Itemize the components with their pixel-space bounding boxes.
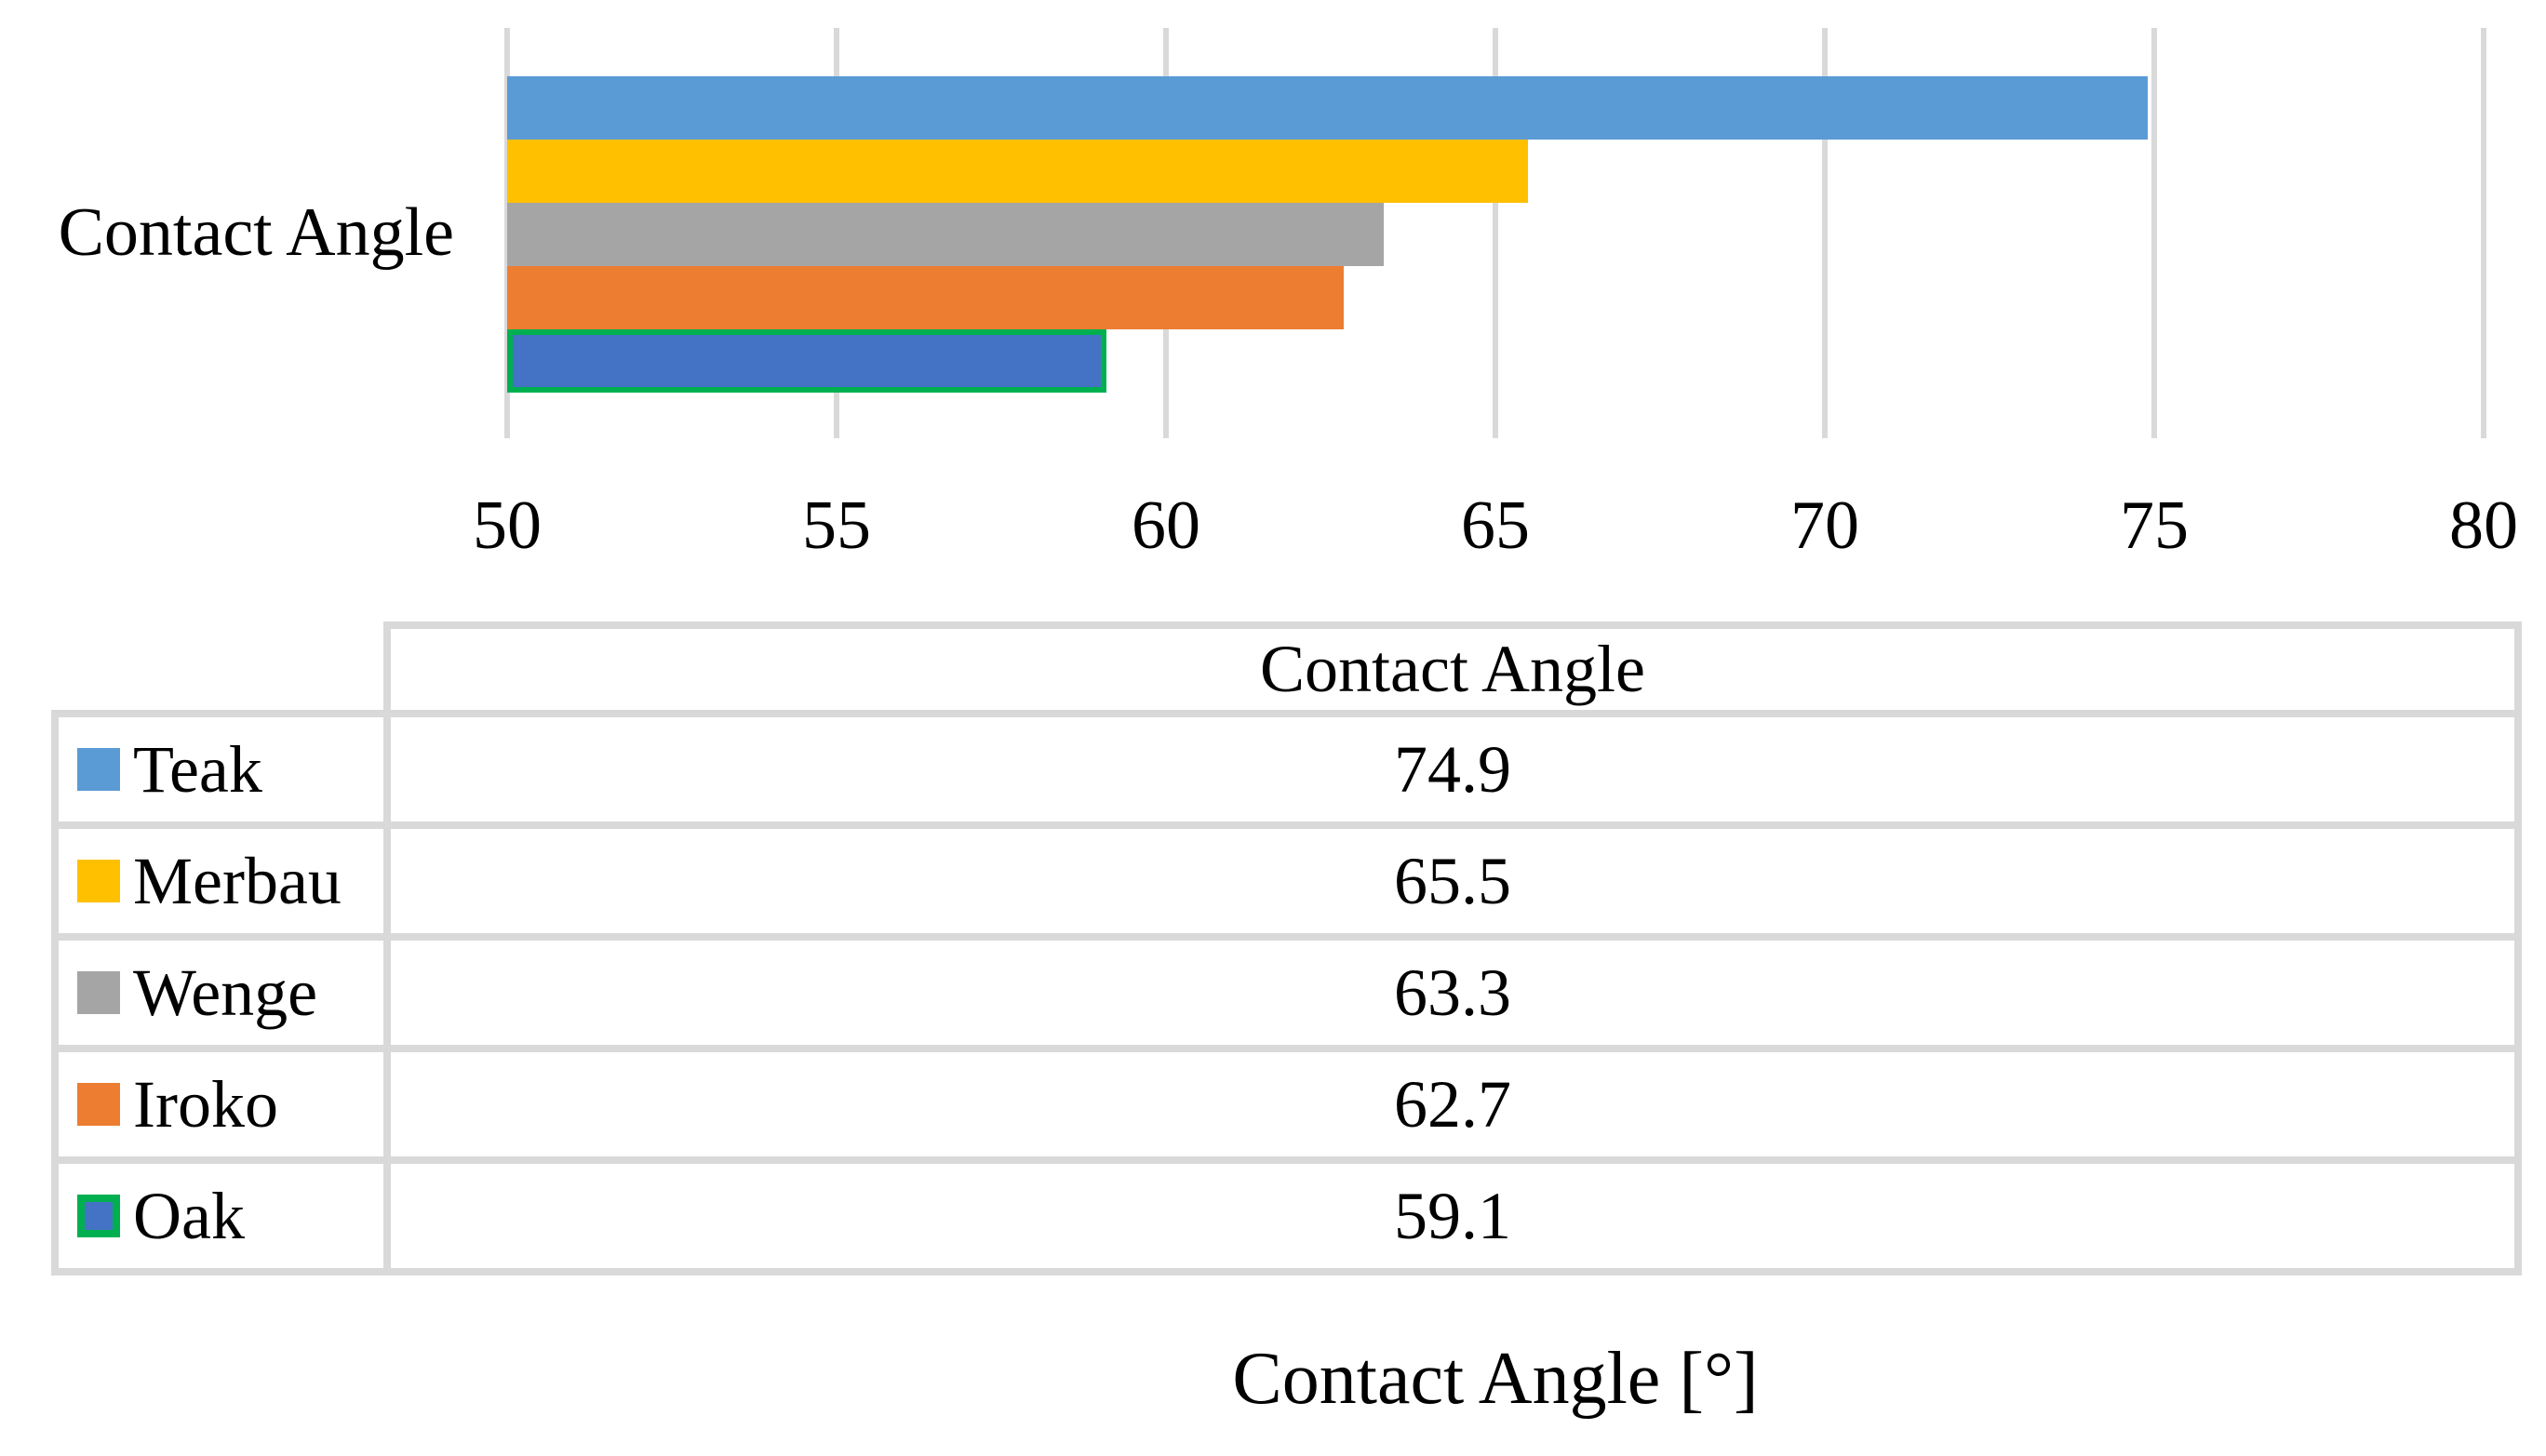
category-axis-label: Contact Angle <box>58 194 454 271</box>
table-border-row-divider <box>51 710 2522 717</box>
legend-row-merbau: Merbau <box>59 829 383 933</box>
table-header-contact-angle: Contact Angle <box>1260 632 1645 706</box>
x-tick-70: 70 <box>1790 488 1859 564</box>
value-cell-merbau: 65.5 <box>1394 843 1511 918</box>
bar-group <box>507 76 2484 393</box>
x-tick-60: 60 <box>1132 488 1200 564</box>
value-cell-wenge: 63.3 <box>1394 955 1511 1030</box>
bar-merbau <box>507 140 1529 203</box>
data-table: Contact Angle Teak 74.9 Merbau 65.5 Weng… <box>51 621 2522 1276</box>
table-border-right <box>2514 621 2522 1276</box>
legend-swatch-wenge <box>77 971 120 1014</box>
legend-row-wenge: Wenge <box>59 941 383 1045</box>
table-border-left <box>51 710 59 1276</box>
x-tick-75: 75 <box>2120 488 2189 564</box>
table-border-row-divider <box>51 1045 2522 1052</box>
gridline-80 <box>2481 28 2486 438</box>
legend-swatch-iroko <box>77 1083 120 1126</box>
bar-oak <box>507 329 1107 393</box>
x-tick-50: 50 <box>473 488 542 564</box>
gridline-65 <box>1493 28 1498 438</box>
legend-row-iroko: Iroko <box>59 1052 383 1156</box>
x-tick-80: 80 <box>2449 488 2518 564</box>
table-border-row-divider <box>51 822 2522 829</box>
legend-label-teak: Teak <box>133 731 262 807</box>
legend-label-iroko: Iroko <box>133 1066 278 1142</box>
gridline-70 <box>1822 28 1828 438</box>
value-cell-iroko: 62.7 <box>1394 1066 1511 1142</box>
x-axis-title: Contact Angle [°] <box>1232 1338 1759 1420</box>
legend-label-oak: Oak <box>133 1178 245 1253</box>
chart-plot-area <box>504 28 2486 438</box>
legend-label-merbau: Merbau <box>133 843 342 918</box>
legend-swatch-oak <box>77 1195 120 1237</box>
bar-teak <box>507 76 2148 140</box>
table-border-header-top <box>383 621 2522 629</box>
value-cell-teak: 74.9 <box>1394 731 1511 807</box>
table-border-bottom <box>51 1268 2522 1276</box>
x-axis-ticks: 50 55 60 65 70 75 80 <box>473 488 2518 572</box>
legend-row-oak: Oak <box>59 1164 383 1268</box>
x-tick-65: 65 <box>1461 488 1530 564</box>
bar-wenge <box>507 203 1384 266</box>
bar-iroko <box>507 266 1345 329</box>
table-border-row-divider <box>51 1156 2522 1164</box>
table-border-row-divider <box>51 933 2522 941</box>
table-border-column-divider <box>383 621 391 1276</box>
legend-swatch-teak <box>77 748 120 791</box>
value-cell-oak: 59.1 <box>1394 1178 1511 1253</box>
legend-swatch-merbau <box>77 860 120 902</box>
legend-row-teak: Teak <box>59 717 383 822</box>
gridline-75 <box>2151 28 2157 438</box>
x-tick-55: 55 <box>802 488 871 564</box>
legend-label-wenge: Wenge <box>133 955 318 1030</box>
